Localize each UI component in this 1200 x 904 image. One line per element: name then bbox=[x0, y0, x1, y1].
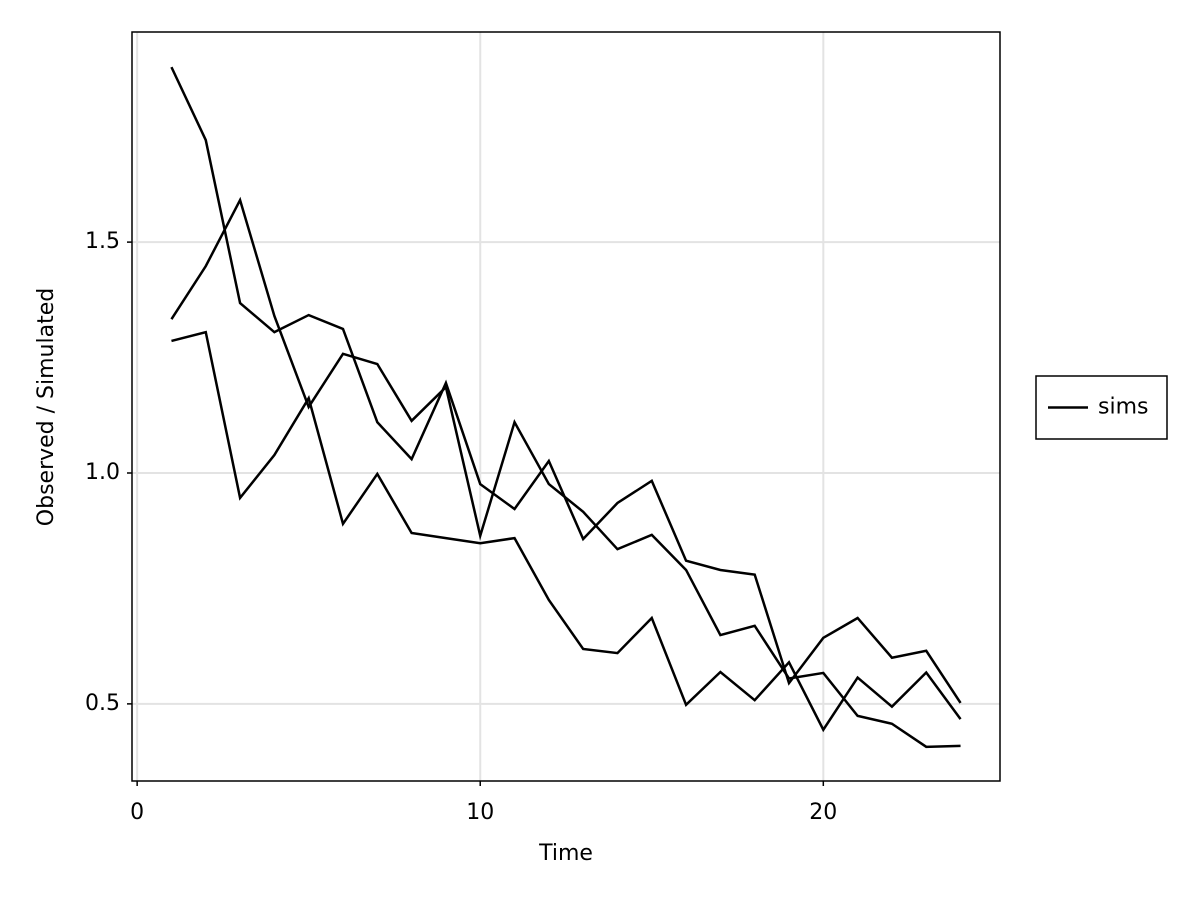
x-tick-label: 20 bbox=[809, 800, 837, 825]
y-axis-title: Observed / Simulated bbox=[34, 288, 59, 526]
x-axis-title: Time bbox=[538, 841, 593, 866]
x-tick-label: 10 bbox=[466, 800, 494, 825]
series-line bbox=[170, 196, 961, 749]
legend-label: sims bbox=[1098, 395, 1148, 420]
x-tick-label: 0 bbox=[130, 800, 144, 825]
series-line bbox=[170, 66, 962, 704]
y-tick-label: 1.0 bbox=[85, 460, 120, 485]
series-line bbox=[171, 330, 962, 733]
y-tick-label: 0.5 bbox=[85, 691, 120, 716]
y-tick-label: 1.5 bbox=[85, 229, 120, 254]
plot-frame bbox=[131, 31, 1001, 782]
